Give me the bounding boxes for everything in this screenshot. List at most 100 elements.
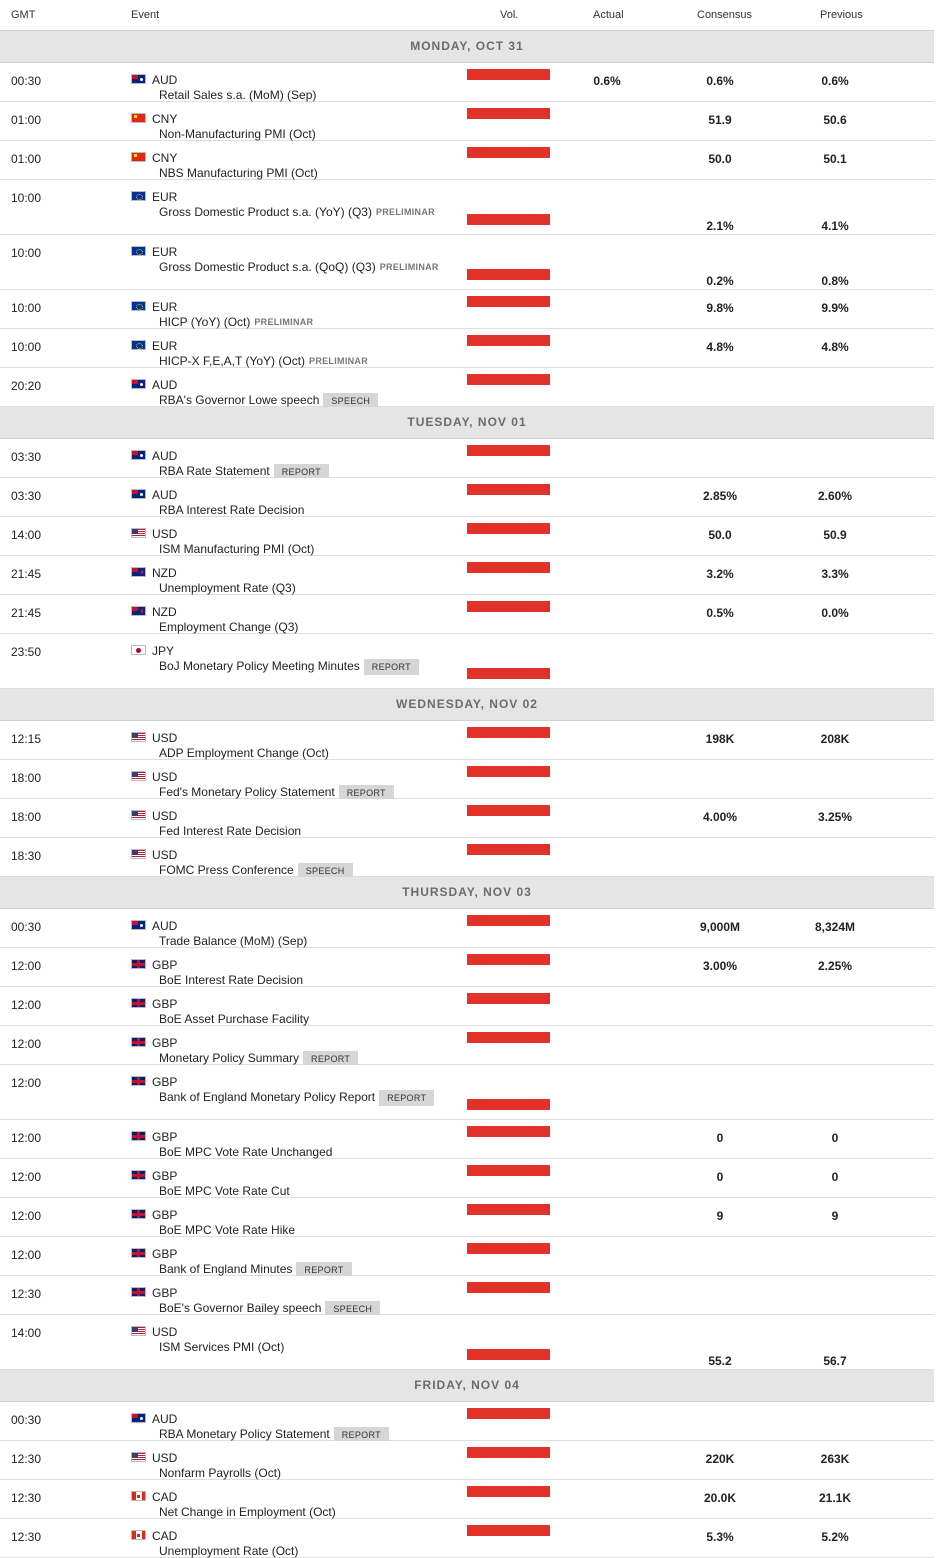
- event-row[interactable]: 10:00 EUR HICP-X F,E,A,T (YoY) (Oct) PRELIM…: [0, 329, 934, 368]
- event-name[interactable]: Employment Change (Q3): [159, 620, 298, 634]
- event-name[interactable]: NBS Manufacturing PMI (Oct): [159, 166, 318, 180]
- event-name-text[interactable]: BoE Interest Rate Decision: [159, 973, 304, 987]
- event-name[interactable]: BoJ Monetary Policy Meeting Minutes REPOR…: [159, 659, 419, 675]
- event-row[interactable]: 01:00 CNY NBS Manufacturing PMI (Oct) 50.0 5…: [0, 141, 934, 180]
- event-row[interactable]: 03:30 AUD RBA Interest Rate Decision 2.85% 2…: [0, 478, 934, 517]
- report-badge[interactable]: REPORT: [303, 1051, 359, 1067]
- event-name[interactable]: ADP Employment Change (Oct): [159, 746, 329, 760]
- event-row[interactable]: 12:00 GBP Bank of England Monetary Policy …: [0, 1065, 934, 1120]
- event-name[interactable]: Non-Manufacturing PMI (Oct): [159, 127, 316, 141]
- event-name-text[interactable]: Unemployment Rate (Q3): [159, 581, 296, 595]
- event-name[interactable]: ISM Manufacturing PMI (Oct): [159, 542, 314, 556]
- event-name-text[interactable]: Nonfarm Payrolls (Oct): [159, 1466, 282, 1480]
- event-row[interactable]: 00:30 AUD Trade Balance (MoM) (Sep) 9,000M 8…: [0, 909, 934, 948]
- event-name-text[interactable]: ADP Employment Change (Oct): [159, 746, 329, 760]
- event-name[interactable]: Trade Balance (MoM) (Sep): [159, 934, 307, 948]
- event-name-text[interactable]: RBA Interest Rate Decision: [159, 503, 305, 517]
- event-name[interactable]: RBA's Governor Lowe speech SPEECH: [159, 393, 379, 409]
- event-name[interactable]: RBA Rate Statement REPORT: [159, 464, 329, 480]
- speech-badge[interactable]: SPEECH: [323, 393, 379, 409]
- event-name[interactable]: RBA Interest Rate Decision: [159, 503, 304, 517]
- event-name-text[interactable]: BoE MPC Vote Rate Hike: [159, 1223, 296, 1237]
- event-name[interactable]: FOMC Press Conference SPEECH: [159, 863, 353, 879]
- event-row[interactable]: 00:30 AUD RBA Monetary Policy Statement REP…: [0, 1402, 934, 1443]
- event-name[interactable]: BoE MPC Vote Rate Unchanged: [159, 1145, 332, 1159]
- event-name-text[interactable]: RBA's Governor Lowe speech: [159, 393, 320, 407]
- event-row[interactable]: 01:00 CNY Non-Manufacturing PMI (Oct) 51.9 5…: [0, 102, 934, 141]
- event-name-text[interactable]: Unemployment Rate (Oct): [159, 1544, 299, 1558]
- event-name[interactable]: Nonfarm Payrolls (Oct): [159, 1466, 281, 1480]
- event-name-text[interactable]: Bank of England Minutes: [159, 1262, 293, 1276]
- event-row[interactable]: 14:00 USD ISM Services PMI (Oct) 55.2 56.7: [0, 1315, 934, 1370]
- event-name[interactable]: ISM Services PMI (Oct): [159, 1340, 284, 1354]
- event-row[interactable]: 21:45 NZD Employment Change (Q3) 0.5% 0.0%: [0, 595, 934, 634]
- event-name[interactable]: HICP (YoY) (Oct) PRELIMINAR: [159, 315, 313, 329]
- event-row[interactable]: 12:30 CAD Unemployment Rate (Oct) 5.3% 5.2%: [0, 1519, 934, 1558]
- event-row[interactable]: 03:30 AUD RBA Rate Statement REPORT: [0, 439, 934, 480]
- event-name[interactable]: BoE Asset Purchase Facility: [159, 1012, 309, 1026]
- speech-badge[interactable]: SPEECH: [297, 863, 353, 879]
- event-name-text[interactable]: HICP-X F,E,A,T (YoY) (Oct): [159, 354, 306, 368]
- event-row[interactable]: 18:00 USD Fed Interest Rate Decision 4.00% 3…: [0, 799, 934, 838]
- event-name-text[interactable]: HICP (YoY) (Oct): [159, 315, 251, 329]
- report-badge[interactable]: REPORT: [379, 1090, 435, 1106]
- event-name[interactable]: BoE MPC Vote Rate Hike: [159, 1223, 295, 1237]
- event-name[interactable]: HICP-X F,E,A,T (YoY) (Oct) PRELIMINAR: [159, 354, 368, 368]
- report-badge[interactable]: REPORT: [363, 659, 419, 675]
- event-name[interactable]: Gross Domestic Product s.a. (YoY) (Q3) PR…: [159, 205, 435, 219]
- event-name-text[interactable]: Gross Domestic Product s.a. (QoQ) (Q3): [159, 260, 376, 274]
- event-name-text[interactable]: BoE MPC Vote Rate Unchanged: [159, 1145, 333, 1159]
- event-row[interactable]: 18:30 USD FOMC Press Conference SPEECH: [0, 838, 934, 879]
- event-row[interactable]: 12:00 GBP BoE Asset Purchase Facility: [0, 987, 934, 1026]
- event-name-text[interactable]: Fed's Monetary Policy Statement: [159, 785, 335, 799]
- event-name[interactable]: BoE Interest Rate Decision: [159, 973, 303, 987]
- event-row[interactable]: 12:00 GBP BoE Interest Rate Decision 3.00% 2…: [0, 948, 934, 987]
- event-row[interactable]: 10:00 EUR HICP (YoY) (Oct) PRELIMINAR 9.8% 9.…: [0, 290, 934, 329]
- event-name-text[interactable]: Non-Manufacturing PMI (Oct): [159, 127, 316, 141]
- event-row[interactable]: 10:00 EUR Gross Domestic Product s.a. (YoY…: [0, 180, 934, 235]
- event-name-text[interactable]: Trade Balance (MoM) (Sep): [159, 934, 308, 948]
- event-name-text[interactable]: Gross Domestic Product s.a. (YoY) (Q3): [159, 205, 372, 219]
- event-name[interactable]: Unemployment Rate (Oct): [159, 1544, 298, 1558]
- event-name[interactable]: BoE's Governor Bailey speech SPEECH: [159, 1301, 381, 1317]
- event-row[interactable]: 12:30 USD Nonfarm Payrolls (Oct) 220K 263K: [0, 1441, 934, 1480]
- event-row[interactable]: 12:00 GBP Bank of England Minutes REPORT: [0, 1237, 934, 1278]
- event-name[interactable]: Gross Domestic Product s.a. (QoQ) (Q3) PR…: [159, 260, 439, 274]
- event-row[interactable]: 18:00 USD Fed's Monetary Policy Statement R…: [0, 760, 934, 801]
- event-name[interactable]: BoE MPC Vote Rate Cut: [159, 1184, 290, 1198]
- event-name-text[interactable]: Employment Change (Q3): [159, 620, 299, 634]
- event-row[interactable]: 12:30 GBP BoE's Governor Bailey speech SPEE…: [0, 1276, 934, 1317]
- event-row[interactable]: 23:50 JPY BoJ Monetary Policy Meeting Minu…: [0, 634, 934, 689]
- event-name-text[interactable]: Retail Sales s.a. (MoM) (Sep): [159, 88, 317, 102]
- event-name[interactable]: Bank of England Minutes REPORT: [159, 1262, 352, 1278]
- event-name-text[interactable]: Monetary Policy Summary: [159, 1051, 300, 1065]
- event-row[interactable]: 14:00 USD ISM Manufacturing PMI (Oct) 50.0 5…: [0, 517, 934, 556]
- event-name-text[interactable]: RBA Monetary Policy Statement: [159, 1427, 330, 1441]
- event-row[interactable]: 12:15 USD ADP Employment Change (Oct) 198K 2…: [0, 721, 934, 760]
- event-name-text[interactable]: Fed Interest Rate Decision: [159, 824, 302, 838]
- event-name-text[interactable]: ISM Manufacturing PMI (Oct): [159, 542, 315, 556]
- event-name[interactable]: RBA Monetary Policy Statement REPORT: [159, 1427, 389, 1443]
- event-name-text[interactable]: BoE MPC Vote Rate Cut: [159, 1184, 290, 1198]
- event-name[interactable]: Unemployment Rate (Q3): [159, 581, 296, 595]
- event-name[interactable]: Net Change in Employment (Oct): [159, 1505, 336, 1519]
- event-name-text[interactable]: RBA Rate Statement: [159, 464, 270, 478]
- event-name[interactable]: Fed's Monetary Policy Statement REPORT: [159, 785, 394, 801]
- event-name-text[interactable]: ISM Services PMI (Oct): [159, 1340, 285, 1354]
- event-name[interactable]: Fed Interest Rate Decision: [159, 824, 301, 838]
- event-row[interactable]: 12:00 GBP BoE MPC Vote Rate Hike 9 9: [0, 1198, 934, 1237]
- event-name-text[interactable]: BoE's Governor Bailey speech: [159, 1301, 322, 1315]
- event-name-text[interactable]: NBS Manufacturing PMI (Oct): [159, 166, 318, 180]
- report-badge[interactable]: REPORT: [296, 1262, 352, 1278]
- event-row[interactable]: 00:30 AUD Retail Sales s.a. (MoM) (Sep) 0.6…: [0, 63, 934, 102]
- event-name[interactable]: Monetary Policy Summary REPORT: [159, 1051, 359, 1067]
- event-name-text[interactable]: Bank of England Monetary Policy Report: [159, 1090, 376, 1104]
- speech-badge[interactable]: SPEECH: [325, 1301, 381, 1317]
- report-badge[interactable]: REPORT: [333, 1427, 389, 1443]
- event-row[interactable]: 12:00 GBP BoE MPC Vote Rate Cut 0 0: [0, 1159, 934, 1198]
- report-badge[interactable]: REPORT: [273, 464, 329, 480]
- event-row[interactable]: 12:00 GBP BoE MPC Vote Rate Unchanged 0 0: [0, 1120, 934, 1159]
- event-name-text[interactable]: BoE Asset Purchase Facility: [159, 1012, 310, 1026]
- event-row[interactable]: 10:00 EUR Gross Domestic Product s.a. (QoQ…: [0, 235, 934, 290]
- report-badge[interactable]: REPORT: [338, 785, 394, 801]
